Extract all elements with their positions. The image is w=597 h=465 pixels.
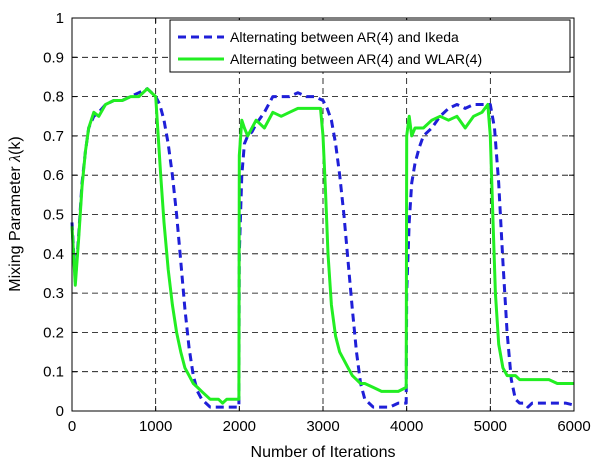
y-tick-label: 0.9 <box>43 49 64 66</box>
x-tick-label: 4000 <box>390 418 423 435</box>
x-tick-label: 5000 <box>474 418 507 435</box>
y-axis-label: Mixing Parameter λ(k) <box>7 136 24 291</box>
x-tick-label: 2000 <box>223 418 256 435</box>
axis-ticks <box>71 17 575 412</box>
x-tick-label: 6000 <box>557 418 590 435</box>
x-tick-label: 0 <box>68 418 76 435</box>
series-line-ikeda <box>70 87 575 409</box>
series-group <box>70 87 575 409</box>
y-axis-label-symbol: λ <box>7 155 24 163</box>
x-tick-labels: 0 1000 2000 3000 4000 5000 6000 <box>68 418 591 435</box>
y-tick-label: 0.3 <box>43 285 64 302</box>
x-axis-label: Number of Iterations <box>251 444 396 461</box>
y-axis-label-text: Mixing Parameter <box>7 162 24 292</box>
x-tick-label: 3000 <box>306 418 339 435</box>
y-tick-label: 0.7 <box>43 128 64 145</box>
series-line-wlar <box>70 87 574 405</box>
x-tick-label: 1000 <box>139 418 172 435</box>
legend-label-ikeda: Alternating between AR(4) and Ikeda <box>230 29 459 45</box>
legend-box <box>169 19 571 73</box>
y-tick-label: 0.1 <box>43 364 64 381</box>
y-tick-label: 0.6 <box>43 167 64 184</box>
y-tick-label: 1 <box>56 10 64 27</box>
legend-label-wlar: Alternating between AR(4) and WLAR(4) <box>230 51 482 67</box>
y-axis-label-arg: (k) <box>7 136 24 155</box>
y-tick-labels: 0 0.1 0.2 0.3 0.4 0.5 0.6 0.7 0.8 0.9 1 <box>43 10 64 420</box>
y-tick-label: 0.5 <box>43 207 64 224</box>
y-tick-label: 0.8 <box>43 89 64 106</box>
y-tick-label: 0 <box>56 403 64 420</box>
y-tick-label: 0.2 <box>43 324 64 341</box>
y-tick-label: 0.4 <box>43 246 64 263</box>
legend: Alternating between AR(4) and Ikeda Alte… <box>169 19 571 73</box>
